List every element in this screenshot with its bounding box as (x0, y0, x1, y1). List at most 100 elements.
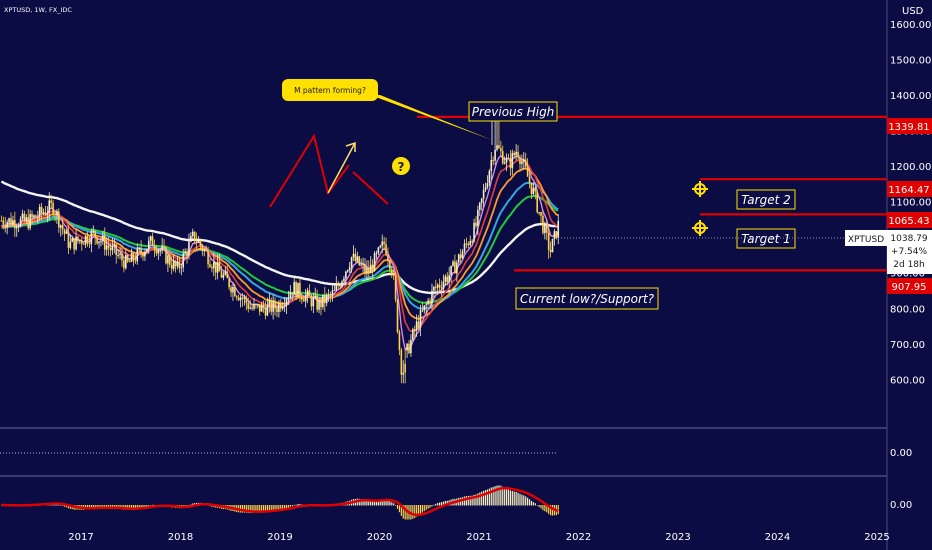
arrow-head-icon (345, 141, 356, 152)
oscillator-bar (132, 505, 135, 510)
candle-body (73, 238, 75, 250)
oscillator-bar (486, 489, 489, 506)
candle-body (396, 299, 399, 333)
oscillator-bar (287, 505, 290, 508)
oscillator-bar (398, 505, 401, 513)
candle-body (450, 265, 452, 276)
candle-body (121, 253, 123, 261)
candle-body (90, 231, 93, 245)
oscillator-bar (419, 505, 422, 514)
candle-body (318, 299, 320, 310)
oscillator-bar (272, 505, 274, 510)
candle-body (381, 241, 384, 246)
oscillator-bar (266, 505, 268, 512)
oscillator-histogram (0, 485, 559, 520)
candle-body (536, 191, 538, 213)
oscillator-bar (153, 504, 156, 506)
oscillator-bar (521, 494, 523, 506)
oscillator-bar (264, 505, 267, 512)
candle-body (278, 302, 280, 312)
candle-body (553, 231, 556, 239)
candle-body (201, 245, 204, 252)
candle-body (549, 249, 552, 253)
oscillator-bar (364, 500, 366, 506)
candle-body (482, 190, 485, 199)
oscillator-bar (515, 491, 517, 506)
candle-body (111, 246, 114, 251)
candle-body (505, 157, 508, 163)
oscillator-bar (523, 495, 525, 506)
oscillator-bar (282, 505, 284, 509)
candle-body (434, 286, 437, 288)
candle-body (25, 217, 28, 221)
candle-body (362, 263, 364, 265)
oscillator-bar (98, 505, 100, 509)
oscillator-bar (504, 487, 506, 506)
m-pattern-arrow (327, 142, 356, 194)
oscillator-bar (297, 504, 299, 506)
oscillator-bar (148, 505, 150, 507)
oscillator-signal-line (1, 486, 559, 517)
candle-body (526, 166, 529, 177)
oscillator-bar (414, 505, 416, 518)
oscillator-bar (542, 505, 544, 511)
x-tick-label: 2025 (864, 532, 889, 543)
candle-body (459, 254, 462, 259)
candle-body (402, 372, 405, 375)
oscillator-bar (138, 505, 140, 509)
oscillator-bar (400, 505, 402, 516)
candle-body (149, 236, 152, 241)
candle-body (364, 263, 366, 273)
oscillator-bar (546, 505, 548, 513)
candle-body (356, 256, 359, 262)
candle-body (354, 253, 357, 262)
candles (0, 116, 560, 384)
oscillator-bar (60, 504, 62, 506)
support-label: Current low?/Support? (520, 292, 655, 306)
oscillator-bar (291, 505, 293, 507)
candle-body (63, 229, 66, 234)
oscillator-bar (387, 500, 389, 506)
y-axis: 1600.001500.001400.001300.001200.001100.… (890, 20, 931, 387)
oscillator-bar (534, 503, 536, 506)
candle-body (457, 254, 460, 263)
candle-body (532, 187, 535, 194)
callout-pointer (370, 95, 492, 140)
oscillator-bar (90, 505, 92, 509)
candle-body (232, 286, 234, 293)
candle-body (511, 152, 514, 169)
oscillator-bar (481, 491, 483, 506)
oscillator-bar (540, 505, 542, 509)
candle-body (157, 250, 160, 254)
candle-body (6, 222, 8, 228)
candle-body (96, 237, 98, 244)
candle-body (205, 249, 207, 251)
oscillator-bar (299, 504, 301, 506)
candle-body (509, 158, 512, 169)
oscillator-bar (268, 505, 270, 511)
moving-average-line (1, 181, 559, 310)
target1-crosshair-icon[interactable] (692, 220, 708, 236)
candle-body (21, 213, 24, 219)
tag-level-low-text: 907.95 (892, 282, 927, 293)
oscillator-bar (253, 505, 255, 513)
candle-body (415, 321, 418, 331)
candle-body (343, 278, 345, 282)
oscillator-bar (274, 505, 276, 510)
candle-body (274, 300, 276, 309)
moving-average-line (1, 194, 559, 304)
target2-crosshair-icon[interactable] (692, 181, 708, 197)
candle-body (360, 264, 362, 266)
candle-body (545, 224, 548, 233)
candle-body (178, 261, 181, 268)
candle-body (513, 152, 516, 156)
oscillator-bar (372, 501, 374, 506)
candle-body (279, 302, 282, 309)
oscillator-bar (538, 505, 540, 508)
candle-body (327, 294, 330, 296)
candle-body (467, 243, 470, 245)
oscillator-bar (151, 504, 154, 506)
candle-body (80, 240, 83, 244)
oscillator-bar (261, 505, 263, 512)
